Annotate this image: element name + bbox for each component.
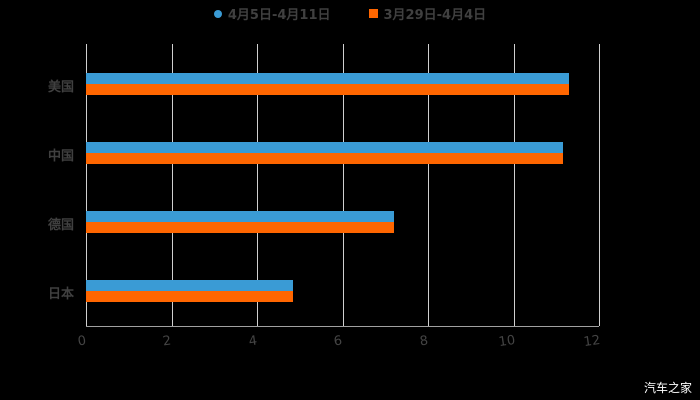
chart-legend: 4月5日-4月11日 3月29日-4月4日: [0, 4, 700, 23]
plot-area: [86, 44, 600, 327]
x-tick-label: 0: [76, 333, 88, 350]
bar-us-series-2[interactable]: [86, 84, 569, 95]
x-tick-label: 10: [497, 332, 517, 351]
bar-germany-series-2[interactable]: [86, 222, 394, 233]
gridline: [599, 44, 600, 326]
bar-japan-series-2[interactable]: [86, 291, 293, 302]
bar-china-series-1[interactable]: [86, 142, 563, 153]
x-axis-line: [86, 326, 599, 327]
category-label: 中国: [48, 149, 75, 164]
legend-item-series-1[interactable]: 4月5日-4月11日: [213, 4, 331, 23]
category-label: 德国: [48, 218, 75, 233]
legend-label: 4月5日-4月11日: [227, 8, 331, 23]
bar-china-series-2[interactable]: [86, 153, 563, 164]
gridline: [513, 44, 515, 326]
legend-item-series-2[interactable]: 3月29日-4月4日: [368, 4, 487, 23]
x-tick-label: 2: [161, 333, 173, 350]
gridline: [86, 44, 87, 326]
gridline: [342, 44, 344, 326]
bar-us-series-1[interactable]: [86, 73, 569, 84]
x-tick-label: 12: [582, 332, 602, 351]
x-tick-label: 6: [332, 333, 344, 350]
x-tick-label: 4: [247, 333, 259, 350]
gridline: [171, 44, 173, 326]
category-label: 日本: [48, 287, 75, 302]
bar-germany-series-1[interactable]: [86, 211, 394, 222]
gridline: [428, 44, 429, 326]
gridline: [257, 44, 258, 326]
legend-label: 3月29日-4月4日: [383, 8, 487, 23]
watermark: 汽车之家: [643, 381, 692, 395]
bar-japan-series-1[interactable]: [86, 280, 293, 291]
legend-swatch-blue-icon: [213, 9, 222, 18]
x-tick-label: 8: [418, 333, 430, 350]
legend-swatch-orange-icon: [368, 9, 378, 18]
category-label: 美国: [48, 80, 75, 95]
